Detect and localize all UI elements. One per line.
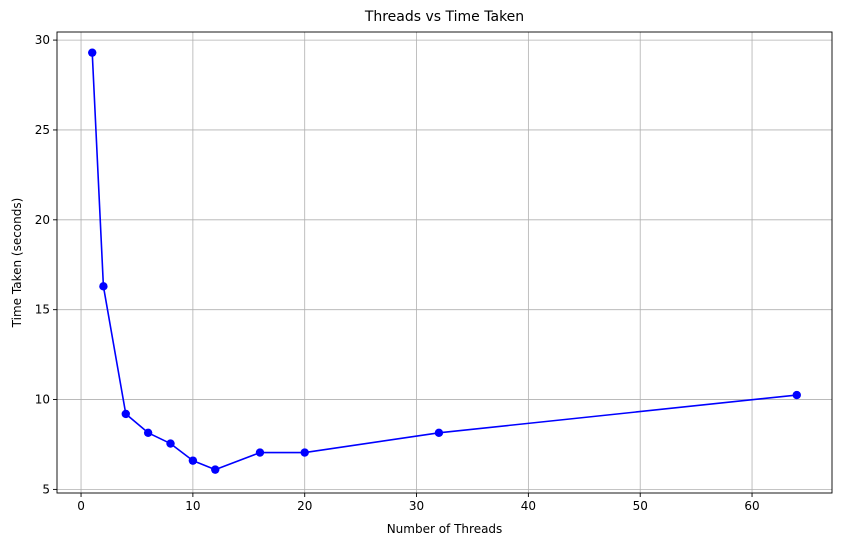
x-tick-label: 10 — [185, 499, 200, 513]
x-tick-label: 40 — [521, 499, 536, 513]
ticks: 0 10 20 30 40 50 60 5 10 15 20 25 30 — [35, 33, 760, 513]
y-tick-label: 15 — [35, 303, 50, 317]
plot-frame — [56, 31, 833, 494]
x-tick-label: 30 — [409, 499, 424, 513]
x-tick-label: 20 — [297, 499, 312, 513]
series-layer — [88, 48, 801, 474]
data-point — [255, 448, 265, 457]
data-point — [211, 465, 220, 474]
data-point — [792, 390, 801, 400]
axes-frame — [56, 31, 833, 494]
data-point — [121, 409, 130, 419]
data-point — [434, 428, 444, 437]
y-tick-label: 20 — [35, 213, 50, 227]
data-point — [300, 448, 309, 457]
chart-title: Threads vs Time Taken — [364, 9, 524, 25]
grid — [57, 32, 832, 493]
x-axis-label: Number of Threads — [387, 522, 503, 536]
series-line — [91, 52, 797, 471]
x-tick-label: 60 — [744, 499, 759, 513]
data-point — [188, 456, 198, 465]
data-point — [166, 439, 175, 448]
data-point — [143, 428, 153, 437]
y-tick-label: 10 — [35, 393, 50, 407]
y-tick-label: 25 — [35, 123, 50, 137]
y-tick-label: 30 — [35, 33, 50, 47]
y-tick-label: 5 — [42, 482, 50, 496]
x-tick-label: 0 — [77, 499, 85, 513]
data-point — [99, 282, 108, 291]
x-tick-label: 50 — [633, 499, 648, 513]
y-axis-label: Time Taken (seconds) — [10, 198, 24, 329]
data-point — [88, 48, 97, 57]
